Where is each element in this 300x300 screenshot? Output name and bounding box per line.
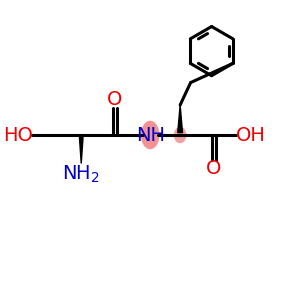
Text: HO: HO (3, 125, 33, 145)
Ellipse shape (174, 127, 186, 143)
Text: O: O (206, 159, 221, 178)
Text: O: O (107, 90, 122, 109)
Text: NH$_2$: NH$_2$ (62, 164, 100, 185)
Text: NH: NH (136, 125, 165, 145)
Polygon shape (80, 137, 83, 164)
Ellipse shape (141, 121, 160, 149)
Polygon shape (178, 105, 182, 133)
Text: OH: OH (236, 125, 266, 145)
